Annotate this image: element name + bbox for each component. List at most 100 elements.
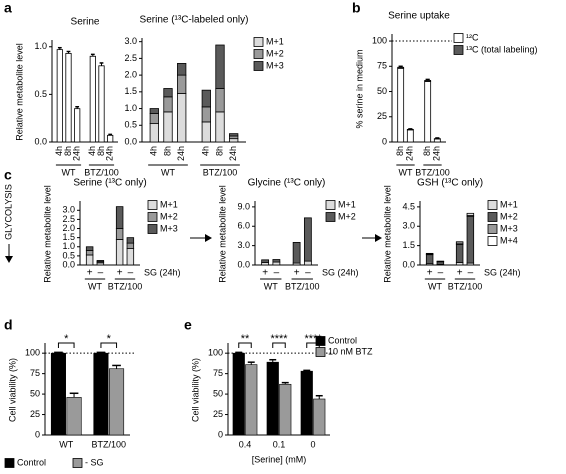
flow-arrow-head — [5, 256, 13, 263]
chart-title: Serine — [71, 17, 100, 28]
y-tick-label: 50 — [377, 86, 387, 96]
y-tick-label: 100 — [372, 35, 387, 45]
y-tick-label: 50 — [30, 388, 40, 398]
bar — [109, 368, 125, 436]
y-tick-label: 25 — [377, 111, 387, 121]
y-tick-label: 3.0 — [124, 36, 137, 46]
group-label: WT — [399, 167, 413, 177]
x-tick-label: – — [305, 268, 311, 279]
significance-label: **** — [270, 333, 288, 345]
group-label: BTZ/100 — [203, 167, 238, 177]
y-axis-label: Relative metabolite level — [217, 185, 227, 283]
x-tick-label: – — [438, 268, 444, 279]
bar — [397, 66, 405, 69]
group-label: BTZ/100 — [415, 167, 450, 177]
x-tick-label: + — [427, 268, 433, 279]
y-axis-label: Cell viability (%) — [190, 358, 200, 422]
y-axis-label: Relative metabolite level — [42, 185, 52, 283]
bar — [455, 241, 464, 244]
chart-title: Glycine (¹³C only) — [248, 178, 326, 189]
group-label: WT — [62, 167, 76, 177]
x-tick-label: + — [87, 268, 93, 279]
bar — [177, 63, 187, 76]
legend-label: M+1 — [160, 199, 178, 209]
x-tick-label: 24h — [228, 146, 238, 161]
bar — [56, 49, 63, 143]
legend-swatch — [147, 224, 158, 234]
x-axis-label: SG (24h) — [322, 267, 359, 277]
y-tick-label: 3.0 — [402, 221, 415, 231]
group-label: WT — [161, 167, 175, 177]
y-tick-label: 9.0 — [237, 201, 250, 211]
bar — [425, 254, 434, 265]
legend-swatch — [253, 61, 264, 71]
bar — [50, 352, 66, 436]
x-tick-label: WT — [59, 439, 73, 449]
y-tick-label: 0 — [218, 429, 223, 439]
significance-label: * — [64, 333, 69, 345]
y-tick-label: 2.0 — [124, 69, 137, 79]
bar — [65, 53, 72, 143]
bar — [424, 81, 432, 143]
bar — [163, 111, 173, 143]
bar — [261, 259, 270, 263]
bar — [229, 133, 239, 137]
legend-label: M+2 — [338, 211, 356, 221]
bar — [229, 135, 239, 140]
y-tick-label: 100 — [208, 348, 223, 358]
x-tick-label: 0.1 — [273, 439, 286, 449]
bar — [292, 241, 301, 264]
x-tick-label: 4h — [54, 146, 64, 156]
bar — [85, 250, 94, 256]
bar — [149, 113, 159, 125]
x-tick-label: 24h — [405, 146, 415, 161]
x-tick-label: – — [274, 268, 280, 279]
y-tick-label: 2.0 — [62, 223, 75, 233]
group-label: WT — [88, 281, 102, 291]
group-label: BTZ/100 — [84, 167, 119, 177]
bar — [85, 254, 94, 266]
bar — [229, 138, 239, 143]
y-tick-label: 75 — [30, 368, 40, 378]
x-tick-label: – — [128, 268, 134, 279]
y-tick-label: 1.5 — [62, 232, 75, 242]
bar — [115, 239, 124, 266]
y-tick-label: 100 — [25, 348, 40, 358]
bar — [149, 123, 159, 143]
y-tick-label: 1.0 — [124, 103, 137, 113]
bar — [201, 106, 211, 123]
chart-title: Serine uptake — [388, 11, 450, 22]
legend-swatch — [487, 224, 498, 234]
y-tick-label: 50 — [213, 388, 223, 398]
y-axis-label: Cell viability (%) — [7, 358, 17, 422]
x-tick-label: – — [98, 268, 104, 279]
y-tick-label: 0.0 — [402, 259, 415, 269]
x-tick-label: + — [457, 268, 463, 279]
x-tick-label: 0.4 — [239, 439, 252, 449]
bar — [466, 216, 475, 264]
bar — [149, 108, 159, 114]
panel-letter: e — [184, 317, 192, 333]
group-label: BTZ/100 — [285, 281, 320, 291]
y-tick-label: 1.5 — [402, 240, 415, 250]
legend-label: Control — [328, 335, 357, 345]
bar — [245, 364, 258, 436]
y-axis-label: Relative metabolite level — [382, 185, 392, 283]
significance-bracket — [57, 342, 75, 348]
bar — [89, 55, 96, 143]
panel-letter: d — [4, 317, 13, 333]
legend-swatch — [315, 336, 326, 346]
bar — [313, 398, 326, 436]
y-tick-label: 0.0 — [34, 136, 47, 146]
bar — [126, 248, 135, 266]
group-label: BTZ/100 — [448, 281, 483, 291]
y-tick-label: 0.0 — [237, 259, 250, 269]
panel-letter: b — [352, 0, 361, 16]
legend-label: M+3 — [500, 223, 518, 233]
bar — [126, 237, 135, 244]
bar — [272, 259, 281, 263]
bar — [406, 128, 414, 131]
y-tick-label: 2.5 — [62, 214, 75, 224]
legend-swatch — [253, 49, 264, 59]
